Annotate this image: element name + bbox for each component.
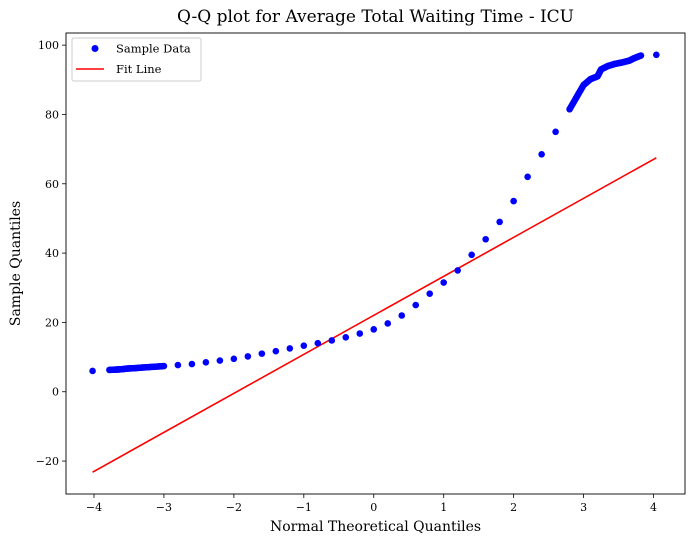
legend-marker-sample-data xyxy=(91,45,99,52)
x-tick-label: 2 xyxy=(510,501,517,514)
legend: Sample Data Fit Line xyxy=(71,37,202,82)
y-tick-label: 0 xyxy=(52,386,59,399)
sample-point xyxy=(524,173,531,181)
sample-point xyxy=(272,347,280,355)
y-tick-label: 20 xyxy=(45,316,59,329)
x-tick-label: 0 xyxy=(370,501,377,514)
y-axis-label: Sample Quantiles xyxy=(8,201,24,326)
fit-line xyxy=(92,157,657,473)
sample-point xyxy=(356,330,364,337)
x-axis-label: Normal Theoretical Quantiles xyxy=(270,519,481,535)
sample-point xyxy=(496,218,503,226)
y-tick-label: 80 xyxy=(45,108,59,121)
sample-point xyxy=(202,358,210,366)
sample-point xyxy=(552,128,559,136)
ticks-layer: −4 −3 −2 −1 0 1 2 3 4 −20 0 20 40 60 80 100 xyxy=(36,39,657,514)
y-tick-label: 100 xyxy=(38,39,59,52)
legend-label-sample-data: Sample Data xyxy=(116,42,191,56)
sample-point xyxy=(300,342,308,349)
sample-point xyxy=(653,51,660,59)
sample-point xyxy=(216,357,224,364)
plot-frame xyxy=(65,32,686,495)
sample-point xyxy=(637,52,645,59)
sample-point xyxy=(426,290,434,297)
x-tick-label: −2 xyxy=(226,501,242,514)
legend-label-fit-line: Fit Line xyxy=(116,62,162,76)
sample-point xyxy=(258,350,266,357)
sample-point xyxy=(314,339,322,347)
sample-point xyxy=(510,197,517,205)
sample-points-layer xyxy=(89,51,660,375)
legend-box xyxy=(71,37,202,82)
x-tick-label: −3 xyxy=(156,501,172,514)
y-tick-label: 40 xyxy=(45,247,59,260)
sample-point xyxy=(174,361,182,369)
sample-point xyxy=(328,337,336,344)
sample-point xyxy=(160,362,168,370)
y-tick-label: 60 xyxy=(45,178,59,191)
sample-point xyxy=(286,345,294,352)
y-tick-label: −20 xyxy=(36,455,59,468)
sample-point xyxy=(538,151,545,158)
sample-point xyxy=(188,360,196,368)
sample-point xyxy=(398,312,406,319)
x-tick-label: 4 xyxy=(650,501,657,514)
sample-point xyxy=(370,326,378,333)
sample-point xyxy=(454,267,461,274)
chart-title: Q-Q plot for Average Total Waiting Time … xyxy=(177,7,574,27)
sample-point xyxy=(89,367,96,375)
sample-point xyxy=(230,355,238,363)
x-tick-label: 3 xyxy=(580,501,587,514)
x-tick-label: −4 xyxy=(86,501,102,514)
sample-point xyxy=(440,279,447,286)
sample-point xyxy=(244,353,252,360)
sample-point xyxy=(412,301,420,309)
fit-line-layer xyxy=(92,157,657,473)
sample-point xyxy=(342,334,350,341)
sample-point xyxy=(482,235,489,243)
x-tick-label: −1 xyxy=(296,501,312,514)
x-tick-label: 1 xyxy=(440,501,447,514)
sample-point xyxy=(468,251,475,259)
sample-point xyxy=(384,320,392,327)
